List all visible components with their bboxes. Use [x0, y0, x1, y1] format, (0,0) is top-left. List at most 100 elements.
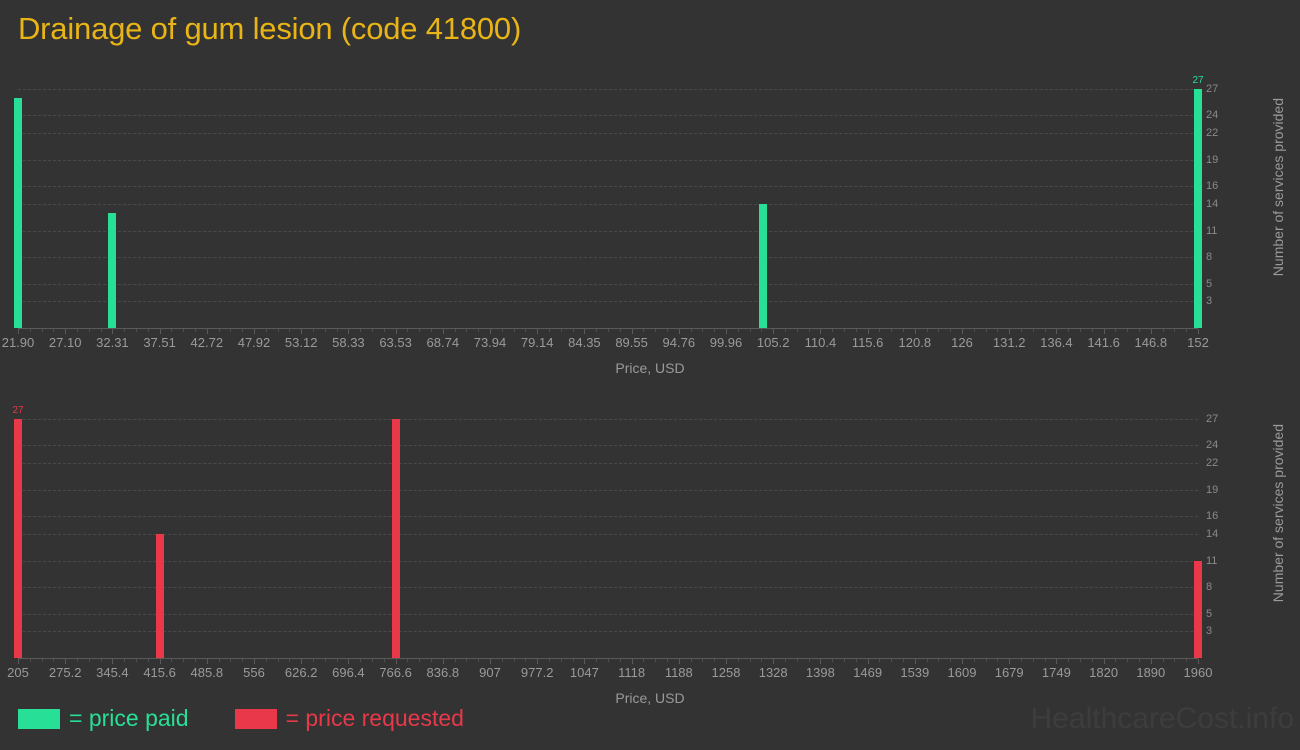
x-axis-minor-tick: [690, 329, 692, 332]
x-axis-tick-label: 126: [951, 335, 973, 350]
x-axis-tick-label: 1188: [664, 665, 693, 680]
x-axis-minor-tick: [879, 329, 881, 332]
x-axis-tick-label: 1749: [1041, 665, 1071, 680]
x-axis-title-price-requested: Price, USD: [615, 690, 685, 706]
y-axis-tick-label: 16: [1206, 510, 1219, 523]
bar-price-requested[interactable]: [155, 534, 164, 658]
x-axis-tick-label: 626.2: [284, 665, 318, 680]
y-axis-tick-label: 22: [1206, 127, 1219, 140]
x-axis-minor-tick: [1174, 659, 1176, 662]
bar-price-requested[interactable]: [1194, 560, 1202, 658]
x-axis-minor-tick: [926, 329, 928, 332]
x-axis-tick-mark: [537, 329, 539, 334]
x-axis-tick-label: 977.2: [520, 665, 554, 680]
x-axis-minor-tick: [1115, 659, 1117, 662]
x-axis-tick-mark: [301, 659, 303, 664]
gridline: [18, 489, 1198, 491]
x-axis-minor-tick: [560, 329, 562, 332]
x-axis-minor-tick: [466, 659, 468, 662]
y-axis-tick-label: 3: [1206, 295, 1213, 308]
x-axis-tick-label: 110.4: [804, 335, 837, 350]
x-axis-minor-tick: [265, 659, 267, 662]
x-axis-tick-mark: [490, 659, 491, 664]
x-axis-minor-tick: [419, 659, 421, 662]
x-axis-minor-tick: [525, 329, 527, 332]
x-axis-tick-mark: [112, 659, 114, 664]
bar-price-requested[interactable]: [14, 418, 22, 658]
x-axis-minor-tick: [938, 659, 940, 662]
x-axis-minor-tick: [785, 659, 786, 662]
x-axis-minor-tick: [903, 329, 904, 332]
x-axis-minor-tick: [749, 659, 751, 662]
x-axis-tick-mark: [678, 659, 680, 664]
gridline: [18, 159, 1198, 161]
gridline: [18, 204, 1198, 205]
x-axis-tick-label: 907: [479, 665, 501, 680]
x-axis-minor-tick: [1162, 329, 1164, 332]
legend-swatch-paid-icon: [18, 708, 60, 729]
x-axis-minor-tick: [230, 659, 232, 662]
x-axis-minor-tick: [796, 329, 798, 332]
x-axis-minor-tick: [183, 659, 185, 662]
bars-price-requested: 27: [12, 405, 1202, 658]
x-axis-tick-mark: [1009, 659, 1011, 664]
x-axis-minor-tick: [100, 329, 102, 332]
x-axis-tick-mark: [1198, 659, 1199, 664]
y-axis-title-price-paid: Number of services provided: [1270, 98, 1286, 277]
x-axis-minor-tick: [608, 659, 609, 662]
bar-price-paid[interactable]: [758, 204, 767, 328]
x-axis-tick-label: 1469: [853, 665, 883, 680]
x-axis-tick-mark: [584, 659, 586, 664]
legend-item-price-paid[interactable]: = price paid: [18, 705, 189, 732]
y-axis-tick-label: 22: [1206, 457, 1219, 470]
x-axis-minor-tick: [29, 329, 31, 332]
x-axis-tick-label: 1679: [994, 665, 1024, 680]
x-axis-minor-tick: [372, 659, 373, 662]
x-axis-tick-mark: [1103, 659, 1105, 664]
x-axis-minor-tick: [655, 329, 657, 332]
gridline: [18, 230, 1198, 232]
x-axis-tick-label: 836.8: [426, 665, 460, 680]
x-axis-minor-tick: [1139, 329, 1140, 332]
x-axis-tick-mark: [1198, 329, 1199, 334]
x-axis-tick-mark: [773, 659, 775, 664]
x-axis-tick-mark: [962, 659, 963, 664]
x-axis-minor-tick: [619, 329, 621, 332]
x-axis-minor-tick: [667, 659, 668, 662]
x-axis-minor-tick: [171, 329, 173, 332]
x-axis-minor-tick: [407, 659, 409, 662]
x-axis-minor-tick: [218, 659, 220, 662]
x-axis-minor-tick: [572, 659, 574, 662]
x-axis-minor-tick: [560, 659, 562, 662]
x-axis-minor-tick: [1032, 329, 1034, 332]
bar-price-paid[interactable]: [1194, 88, 1202, 328]
x-axis-minor-tick: [690, 659, 692, 662]
x-axis-minor-tick: [643, 659, 645, 662]
gridline: [18, 418, 1198, 420]
x-axis-tick-mark: [1150, 659, 1152, 664]
x-axis-tick-mark: [726, 329, 727, 334]
bar-price-requested[interactable]: [391, 418, 400, 658]
x-axis-tick-label: 58.33: [332, 335, 365, 350]
bar-price-paid[interactable]: [108, 212, 117, 328]
x-axis-minor-tick: [985, 659, 987, 662]
x-axis-tick-mark: [631, 659, 633, 664]
x-axis-minor-tick: [77, 329, 78, 332]
legend-item-price-requested[interactable]: = price requested: [234, 705, 464, 732]
x-axis-minor-tick: [596, 329, 598, 332]
bar-price-paid[interactable]: [14, 97, 22, 328]
x-axis-tick-mark: [395, 659, 397, 664]
x-axis-minor-tick: [124, 329, 126, 332]
x-axis-tick-label: 115.6: [851, 335, 884, 350]
x-axis-tick-mark: [442, 329, 444, 334]
x-axis-tick-mark: [254, 659, 255, 664]
x-axis-minor-tick: [136, 659, 137, 662]
x-axis-minor-tick: [1091, 329, 1093, 332]
x-axis-tick-mark: [18, 659, 19, 664]
x-axis-minor-tick: [29, 659, 31, 662]
x-axis-tick-mark: [537, 659, 539, 664]
plot-area-price-paid: 27 24 22 19 16 14 11 8 5 3 27: [14, 75, 1218, 328]
x-axis-minor-tick: [1021, 329, 1022, 332]
x-axis-minor-tick: [1139, 659, 1140, 662]
x-axis-minor-tick: [1021, 659, 1022, 662]
